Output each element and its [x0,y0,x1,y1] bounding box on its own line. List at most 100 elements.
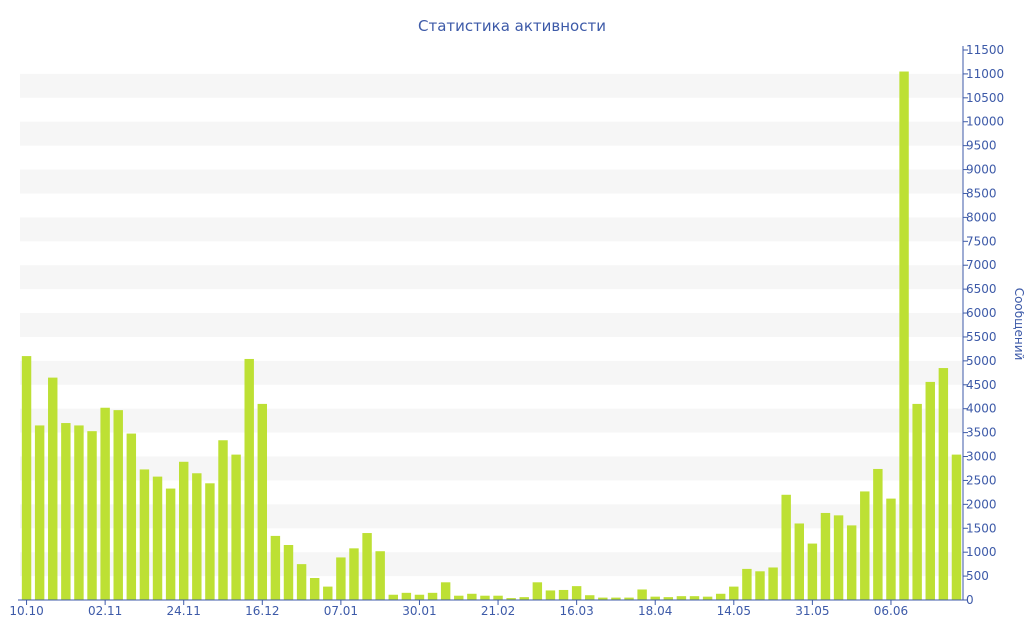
x-tick-label: 21.02 [481,604,515,618]
bar[interactable] [820,512,831,600]
bar[interactable] [807,543,818,600]
bar[interactable] [87,431,97,600]
bar[interactable] [113,410,123,600]
bar[interactable] [467,593,477,600]
bar[interactable] [480,595,490,600]
bar[interactable] [139,469,150,600]
bar[interactable] [192,473,202,600]
bar[interactable] [362,533,372,600]
grid-band [20,456,963,481]
bar[interactable] [689,596,700,600]
grid-band [20,408,963,433]
bar[interactable] [205,483,215,600]
x-tick-label: 02.11 [88,604,122,618]
bar[interactable] [925,381,935,600]
bar[interactable] [558,589,569,600]
y-tick-label: 4500 [966,378,997,392]
y-tick-label: 8500 [966,186,997,200]
bar[interactable] [231,454,241,600]
bar[interactable] [414,594,425,600]
bar[interactable] [715,593,726,600]
bar[interactable] [833,515,844,600]
bar[interactable] [244,358,254,600]
bar[interactable] [729,586,739,600]
x-tick-label: 30.01 [402,604,436,618]
y-tick-label: 11000 [966,67,1004,81]
bar[interactable] [401,592,412,600]
bar[interactable] [61,423,71,600]
grid-band [20,360,963,385]
x-tick-label: 10.10 [9,604,43,618]
bar[interactable] [493,595,503,600]
bar[interactable] [427,592,438,600]
bar[interactable] [506,598,516,600]
grid-bands [20,73,963,577]
y-tick-label: 5000 [966,354,997,368]
bar[interactable] [768,567,778,600]
bar[interactable] [21,356,32,600]
bar[interactable] [545,590,556,600]
bar[interactable] [270,535,281,600]
bar[interactable] [742,568,752,600]
bar[interactable] [938,368,949,600]
bar[interactable] [34,425,45,600]
bar[interactable] [663,597,674,600]
grid-band [20,121,963,146]
bar[interactable] [650,596,660,600]
bar[interactable] [283,545,294,600]
bar[interactable] [309,578,320,600]
bar[interactable] [179,461,189,600]
bar[interactable] [440,582,451,600]
bar[interactable] [532,582,543,600]
bar[interactable] [624,597,634,600]
bar[interactable] [519,597,529,600]
y-tick-label: 2500 [966,473,997,487]
bar[interactable] [74,425,84,600]
bar[interactable] [571,586,582,600]
x-tick-label: 24.11 [167,604,201,618]
bar-series [21,71,962,600]
y-axis: 0 500 1000 1500 2000 2500 3000 3500 4000 4500 5000… [962,43,1004,607]
grid-band [20,73,963,98]
y-tick-label: 4000 [966,402,997,416]
y-tick-label: 10500 [966,91,1004,105]
bar[interactable] [48,377,58,600]
bar[interactable] [794,523,804,600]
bar[interactable] [611,597,621,600]
bar[interactable] [165,488,176,600]
bar[interactable] [257,403,268,600]
bar[interactable] [637,589,647,600]
bar[interactable] [755,571,765,600]
bar[interactable] [323,586,333,600]
bar[interactable] [388,594,398,600]
y-tick-label: 9500 [966,139,997,153]
bar[interactable] [598,597,608,600]
bar[interactable] [912,403,922,600]
x-tick-label: 14.05 [717,604,751,618]
bar[interactable] [336,557,346,600]
bar[interactable] [349,548,359,600]
bar[interactable] [676,596,687,600]
x-tick-label: 16.03 [559,604,593,618]
bar[interactable] [951,454,962,600]
bar[interactable] [126,433,137,600]
bar[interactable] [873,468,883,600]
bar[interactable] [218,440,228,600]
bar[interactable] [375,551,385,600]
bar[interactable] [152,476,163,600]
bar[interactable] [781,494,791,600]
y-tick-label: 2000 [966,497,997,511]
bar[interactable] [100,407,110,600]
bar[interactable] [296,564,307,600]
bar[interactable] [886,498,896,600]
bar[interactable] [846,525,857,600]
y-tick-label: 1500 [966,521,997,535]
bar[interactable] [702,596,713,600]
bar[interactable] [860,491,870,600]
bar[interactable] [454,595,464,600]
x-tick-label: 16.12 [245,604,279,618]
grid-band [20,169,963,194]
bar[interactable] [899,71,909,600]
bar[interactable] [585,595,595,600]
